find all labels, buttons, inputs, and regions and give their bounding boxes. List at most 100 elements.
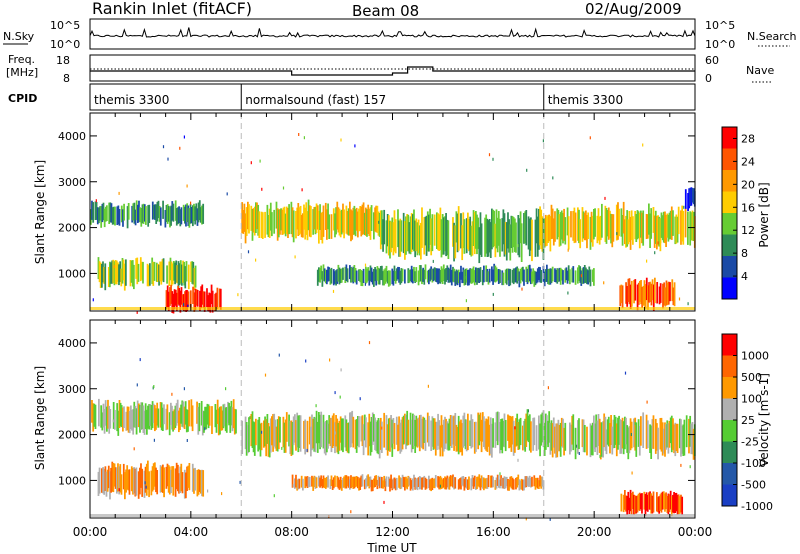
data-cell [326, 269, 328, 285]
data-cell [387, 418, 390, 451]
data-cell [453, 268, 455, 283]
data-cell [621, 417, 624, 449]
data-cell [235, 409, 237, 434]
data-cell [385, 220, 388, 254]
data-cell [535, 477, 538, 488]
data-cell [516, 413, 519, 446]
data-cell [93, 403, 96, 427]
data-cell [519, 211, 522, 244]
data-cell [566, 207, 569, 236]
data-cell [305, 476, 308, 487]
data-cell [267, 215, 270, 237]
data-cell [647, 285, 649, 310]
data-cell [172, 466, 175, 496]
data-cell [123, 406, 125, 428]
data-cell [313, 416, 316, 452]
data-cell [193, 468, 195, 494]
data-cell [555, 269, 557, 283]
data-cell [629, 284, 632, 309]
data-cell [137, 263, 140, 282]
data-cell [611, 426, 614, 455]
scatter-cell [250, 161, 252, 165]
data-cell [544, 214, 547, 247]
data-cell [352, 266, 355, 284]
data-cell [636, 284, 639, 311]
data-cell [145, 206, 147, 225]
data-cell [627, 491, 630, 511]
data-cell [263, 420, 265, 448]
data-cell [334, 422, 336, 454]
data-cell [619, 419, 622, 454]
scatter-cell [113, 265, 115, 269]
scatter-cell [305, 359, 307, 363]
data-cell [534, 219, 537, 257]
data-cell [187, 291, 190, 307]
data-cell [476, 268, 478, 285]
scatter-cell [567, 291, 569, 295]
data-cell [248, 417, 250, 453]
data-cell [346, 476, 349, 487]
data-cell [587, 212, 590, 239]
data-cell [610, 415, 612, 445]
data-cell [402, 476, 405, 488]
data-cell [397, 266, 399, 280]
data-cell [589, 216, 592, 250]
data-cell [92, 403, 95, 432]
data-cell [178, 410, 180, 433]
station-title: Rankin Inlet (fitACF) [92, 0, 252, 18]
data-cell [123, 203, 125, 221]
data-cell [191, 463, 194, 492]
data-cell [620, 208, 623, 237]
data-cell [452, 266, 454, 282]
data-cell [376, 479, 379, 490]
scatter-cell [616, 232, 618, 236]
data-cell [192, 205, 194, 227]
data-cell [530, 268, 532, 285]
data-cell [178, 206, 180, 223]
data-cell [629, 216, 632, 250]
data-cell [640, 493, 642, 510]
data-cell [347, 476, 350, 488]
data-cell [266, 414, 269, 444]
data-cell [424, 264, 427, 280]
data-cell [486, 419, 489, 452]
data-cell [109, 471, 111, 500]
data-cell [180, 287, 183, 305]
data-cell [345, 264, 348, 281]
scatter-cell [207, 489, 209, 493]
data-cell [199, 290, 201, 311]
scatter-cell [678, 297, 681, 301]
data-cell [646, 494, 649, 512]
data-cell [143, 204, 146, 222]
data-cell [534, 271, 537, 286]
data-cell [354, 476, 357, 488]
data-cell [204, 406, 206, 430]
data-cell [303, 204, 305, 230]
data-cell [316, 421, 319, 453]
data-cell [528, 414, 531, 451]
data-cell [360, 206, 363, 237]
data-cell [454, 271, 457, 286]
data-cell [107, 267, 110, 287]
data-cell [349, 412, 351, 448]
data-cell [497, 269, 500, 284]
data-cell [140, 208, 143, 227]
data-cell [620, 420, 623, 454]
scatter-cell [183, 135, 185, 139]
data-cell [437, 476, 439, 488]
data-cell [520, 223, 523, 262]
data-cell [532, 268, 535, 282]
data-cell [675, 423, 678, 452]
data-cell [446, 265, 449, 280]
data-cell [546, 264, 548, 282]
data-cell [494, 480, 497, 490]
data-cell [634, 211, 637, 240]
data-cell [487, 416, 490, 447]
scatter-cell [186, 439, 188, 442]
data-cell [672, 210, 674, 236]
data-cell [264, 416, 266, 447]
data-cell [661, 422, 664, 456]
data-cell [687, 193, 689, 212]
data-cell [638, 492, 641, 511]
data-cell [551, 423, 554, 458]
